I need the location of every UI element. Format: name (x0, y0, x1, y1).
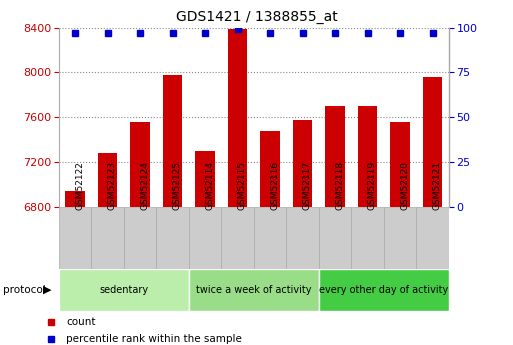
FancyBboxPatch shape (384, 207, 417, 269)
FancyBboxPatch shape (319, 207, 351, 269)
Text: GSM52124: GSM52124 (140, 161, 149, 210)
FancyBboxPatch shape (59, 269, 189, 310)
Text: GSM52125: GSM52125 (173, 161, 182, 210)
FancyBboxPatch shape (189, 207, 222, 269)
Text: GSM52119: GSM52119 (368, 161, 377, 210)
Text: GSM52121: GSM52121 (432, 161, 442, 210)
FancyBboxPatch shape (189, 269, 319, 310)
Text: every other day of activity: every other day of activity (319, 285, 448, 295)
Text: GSM52115: GSM52115 (238, 161, 247, 210)
Text: count: count (67, 317, 96, 327)
FancyBboxPatch shape (124, 207, 156, 269)
Text: twice a week of activity: twice a week of activity (196, 285, 312, 295)
Text: ▶: ▶ (43, 285, 51, 295)
FancyBboxPatch shape (156, 207, 189, 269)
Text: GDS1421 / 1388855_at: GDS1421 / 1388855_at (175, 10, 338, 24)
Text: percentile rank within the sample: percentile rank within the sample (67, 334, 242, 344)
Text: GSM52116: GSM52116 (270, 161, 279, 210)
Bar (325, 106, 345, 207)
Bar (130, 122, 150, 207)
FancyBboxPatch shape (222, 207, 254, 269)
Bar (228, 29, 247, 207)
Bar (358, 106, 378, 207)
Bar (163, 75, 183, 207)
Text: GSM52120: GSM52120 (400, 161, 409, 210)
Text: protocol: protocol (3, 285, 45, 295)
Text: GSM52118: GSM52118 (335, 161, 344, 210)
Text: GSM52123: GSM52123 (108, 161, 117, 210)
FancyBboxPatch shape (286, 207, 319, 269)
Bar (66, 191, 85, 207)
Bar (261, 131, 280, 207)
Bar (98, 153, 117, 207)
Bar (195, 151, 215, 207)
FancyBboxPatch shape (59, 207, 91, 269)
FancyBboxPatch shape (91, 207, 124, 269)
Bar (390, 122, 410, 207)
Text: GSM52114: GSM52114 (205, 161, 214, 210)
Bar (423, 77, 442, 207)
Text: GSM52117: GSM52117 (303, 161, 312, 210)
Text: sedentary: sedentary (100, 285, 149, 295)
FancyBboxPatch shape (417, 207, 449, 269)
FancyBboxPatch shape (254, 207, 286, 269)
Text: GSM52122: GSM52122 (75, 161, 84, 210)
FancyBboxPatch shape (351, 207, 384, 269)
Bar (293, 119, 312, 207)
FancyBboxPatch shape (319, 269, 449, 310)
